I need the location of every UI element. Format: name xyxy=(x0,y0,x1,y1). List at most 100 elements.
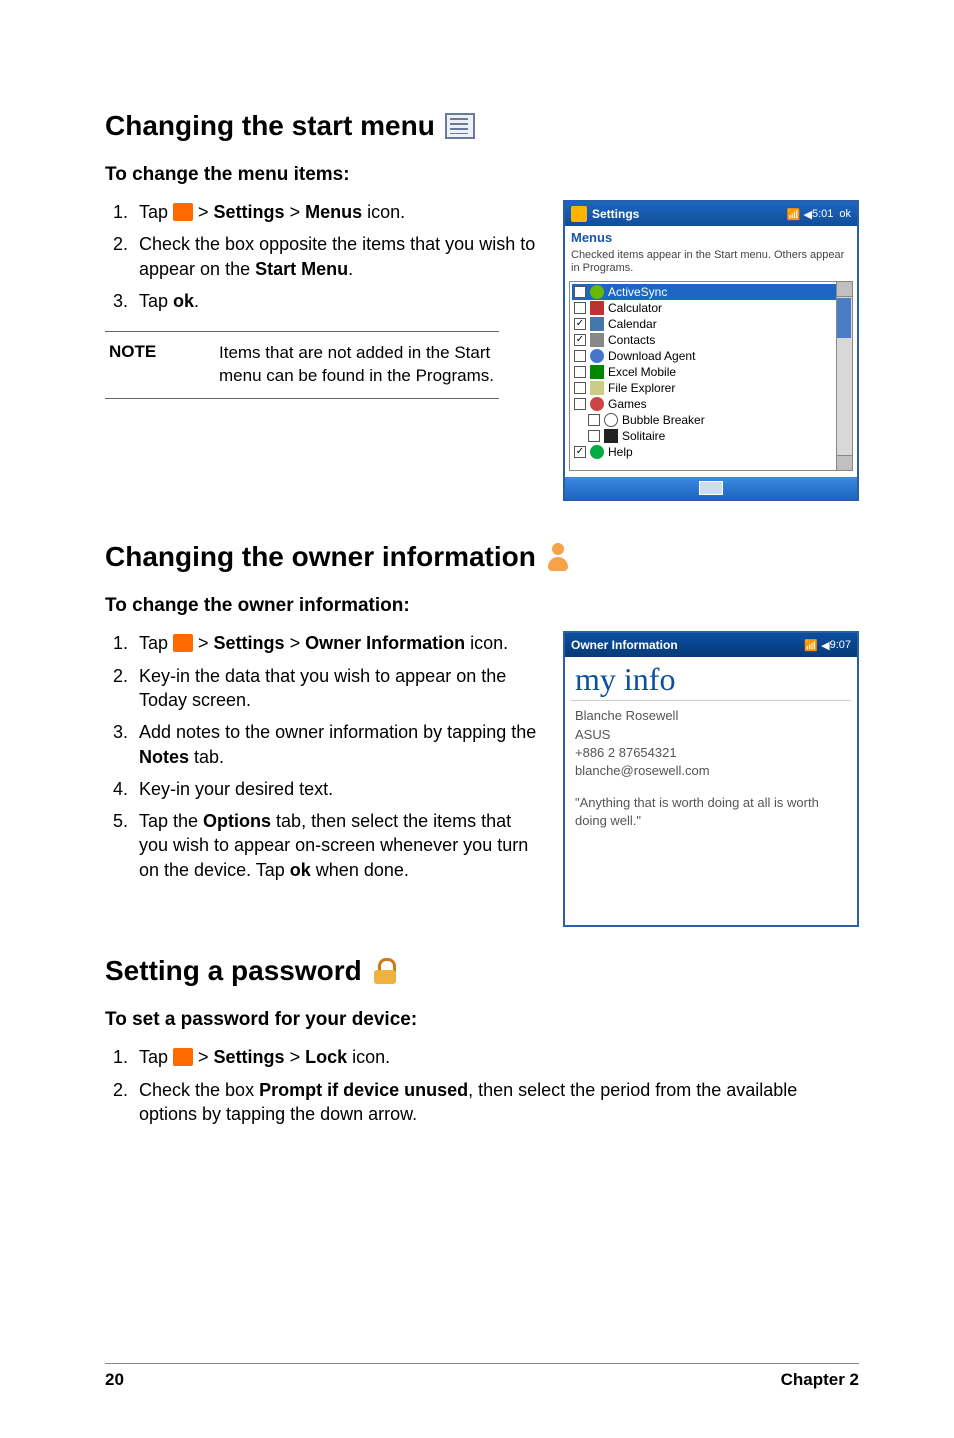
owner-name: Blanche Rosewell xyxy=(575,707,847,725)
text: Tap xyxy=(139,291,173,311)
item-contacts[interactable]: Contacts xyxy=(572,332,850,348)
page-number: 20 xyxy=(105,1370,124,1390)
label: ActiveSync xyxy=(608,285,667,299)
label: File Explorer xyxy=(608,381,675,395)
owner-step-1: Tap > Settings > Owner Information icon. xyxy=(133,631,543,655)
bold: Options xyxy=(203,811,271,831)
item-fileexplorer[interactable]: File Explorer xyxy=(572,380,850,396)
owner-step-2: Key-in the data that you wish to appear … xyxy=(133,664,543,713)
person-icon xyxy=(546,543,570,571)
bottom-bar xyxy=(565,477,857,499)
label: Games xyxy=(608,397,647,411)
lock-icon xyxy=(372,958,398,984)
label: Help xyxy=(608,445,633,459)
signal-icon: 📶 ◀ xyxy=(787,208,812,221)
menu-icon xyxy=(445,113,475,139)
clock: 9:07 xyxy=(830,639,851,651)
bold: Start Menu xyxy=(255,259,348,279)
text: . xyxy=(348,259,353,279)
subheading-owner: To change the owner information: xyxy=(105,595,859,617)
text: Add notes to the owner information by ta… xyxy=(139,722,536,742)
label: Excel Mobile xyxy=(608,365,676,379)
text: tab. xyxy=(189,747,224,767)
bold: Menus xyxy=(305,202,362,222)
subheading-change-menu: To change the menu items: xyxy=(105,164,859,186)
steps-password: Tap > Settings > Lock icon. Check the bo… xyxy=(105,1045,859,1126)
bold: ok xyxy=(173,291,194,311)
text: > xyxy=(193,1047,214,1067)
owner-quote: "Anything that is worth doing at all is … xyxy=(575,794,847,830)
item-bubble[interactable]: Bubble Breaker xyxy=(572,412,850,428)
text: > xyxy=(193,633,214,653)
note-box: NOTE Items that are not added in the Sta… xyxy=(105,331,499,399)
page-footer: 20 Chapter 2 xyxy=(105,1363,859,1390)
text: icon. xyxy=(362,202,405,222)
subheading-password: To set a password for your device: xyxy=(105,1009,859,1031)
start-icon xyxy=(173,203,193,221)
steps-change-menu: Tap > Settings > Menus icon. Check the b… xyxy=(105,200,543,313)
bold: Prompt if device unused xyxy=(259,1080,468,1100)
step-1: Tap > Settings > Menus icon. xyxy=(133,200,543,224)
signal-icon: 📶 ◀ xyxy=(804,639,829,652)
heading-start-menu-text: Changing the start menu xyxy=(105,110,435,142)
label: Calendar xyxy=(608,317,657,331)
chapter-label: Chapter 2 xyxy=(781,1370,859,1390)
hint-text: Checked items appear in the Start menu. … xyxy=(565,247,857,281)
text: Tap xyxy=(139,202,173,222)
bold: Settings xyxy=(214,1047,285,1067)
text: Check the box xyxy=(139,1080,259,1100)
text: Tap xyxy=(139,633,173,653)
item-calculator[interactable]: Calculator xyxy=(572,300,850,316)
owner-step-4: Key-in your desired text. xyxy=(133,777,543,801)
pw-step-1: Tap > Settings > Lock icon. xyxy=(133,1045,859,1069)
label: Contacts xyxy=(608,333,655,347)
start-icon xyxy=(571,206,587,222)
item-download[interactable]: Download Agent xyxy=(572,348,850,364)
step-2: Check the box opposite the items that yo… xyxy=(133,232,543,281)
screenshot-owner: Owner Information 📶 ◀ 9:07 my info Blanc… xyxy=(563,631,859,927)
window-title: Owner Information xyxy=(571,638,678,652)
owner-step-5: Tap the Options tab, then select the ite… xyxy=(133,809,543,882)
menu-list[interactable]: ActiveSync Calculator Calendar Contacts … xyxy=(569,281,853,471)
item-solitaire[interactable]: Solitaire xyxy=(572,428,850,444)
text: > xyxy=(285,202,306,222)
screen-heading: Menus xyxy=(565,226,857,247)
text: > xyxy=(285,1047,306,1067)
scrollbar[interactable] xyxy=(836,282,852,470)
keyboard-icon[interactable] xyxy=(699,481,723,495)
owner-step-3: Add notes to the owner information by ta… xyxy=(133,720,543,769)
text: Tap the xyxy=(139,811,203,831)
heading-password-text: Setting a password xyxy=(105,955,362,987)
item-calendar[interactable]: Calendar xyxy=(572,316,850,332)
bold: Settings xyxy=(214,633,285,653)
note-text: Items that are not added in the Start me… xyxy=(219,342,495,388)
owner-email: blanche@rosewell.com xyxy=(575,762,847,780)
ok-button[interactable]: ok xyxy=(839,208,851,220)
screenshot-menus: Settings 📶 ◀ 5:01 ok Menus Checked items… xyxy=(563,200,859,501)
note-label: NOTE xyxy=(109,342,179,388)
step-3: Tap ok. xyxy=(133,289,543,313)
heading-owner-text: Changing the owner information xyxy=(105,541,536,573)
window-title: Settings xyxy=(592,207,639,221)
owner-company: ASUS xyxy=(575,726,847,744)
item-help[interactable]: Help xyxy=(572,444,850,460)
titlebar: Settings 📶 ◀ 5:01 ok xyxy=(565,202,857,226)
bold: Settings xyxy=(214,202,285,222)
item-activesync[interactable]: ActiveSync xyxy=(572,284,850,300)
heading-start-menu: Changing the start menu xyxy=(105,110,859,142)
text: > xyxy=(193,202,214,222)
titlebar: Owner Information 📶 ◀ 9:07 xyxy=(565,633,857,657)
label: Bubble Breaker xyxy=(622,413,705,427)
text: Tap xyxy=(139,1047,173,1067)
item-games[interactable]: Games xyxy=(572,396,850,412)
bold: Owner Information xyxy=(305,633,465,653)
text: icon. xyxy=(347,1047,390,1067)
clock: 5:01 xyxy=(812,208,833,220)
heading-owner-info: Changing the owner information xyxy=(105,541,859,573)
text: icon. xyxy=(465,633,508,653)
myinfo-heading: my info xyxy=(565,657,857,700)
label: Calculator xyxy=(608,301,662,315)
item-excel[interactable]: Excel Mobile xyxy=(572,364,850,380)
text: . xyxy=(194,291,199,311)
heading-password: Setting a password xyxy=(105,955,859,987)
